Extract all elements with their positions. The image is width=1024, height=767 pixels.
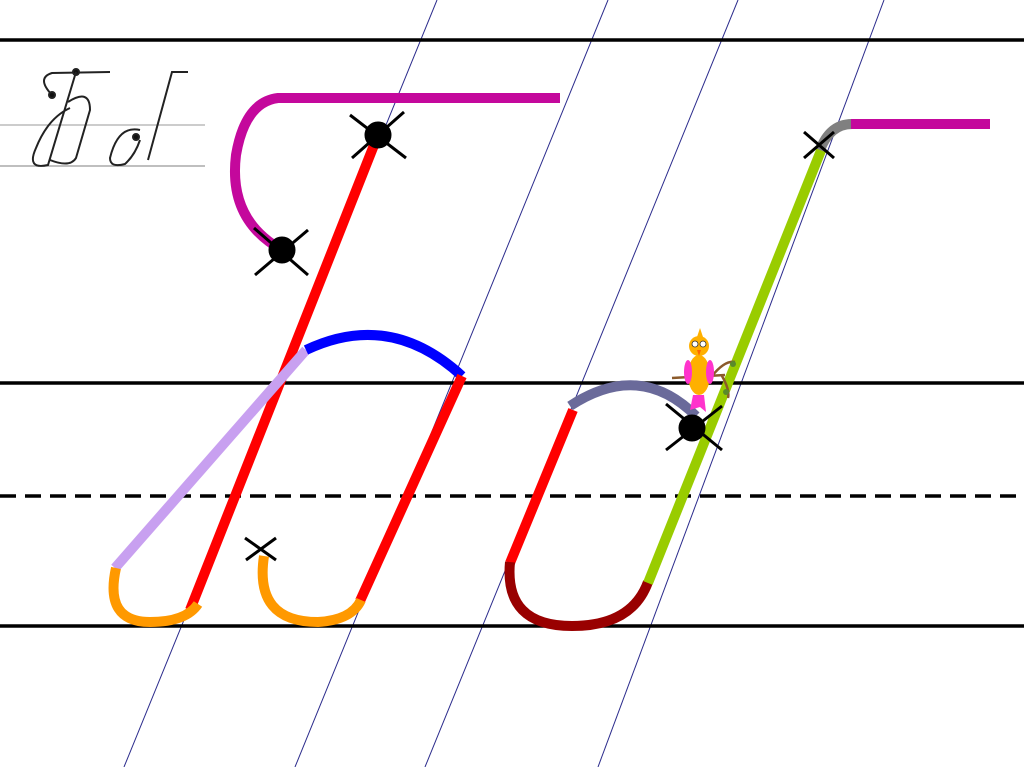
small-b-bowl-bottom-stroke bbox=[504, 561, 653, 632]
cross-marker bbox=[244, 536, 277, 562]
loop-diagonal-stroke bbox=[111, 346, 310, 572]
bowl-right-stroke bbox=[355, 373, 467, 604]
bowl-top-stroke bbox=[303, 329, 466, 380]
small-b-bowl-top-stroke bbox=[567, 380, 700, 420]
bottom-bowl-hook-stroke bbox=[257, 555, 366, 628]
small-b-bowl-left-stroke bbox=[505, 408, 578, 565]
sample-letters-image bbox=[0, 68, 205, 167]
start-marker bbox=[253, 226, 309, 277]
start-marker bbox=[665, 402, 723, 452]
cross-marker bbox=[803, 130, 835, 160]
small-b-top-joint-stroke bbox=[815, 119, 853, 152]
ruling-lines bbox=[0, 38, 1024, 628]
start-marker bbox=[349, 110, 407, 160]
top-hook-stroke bbox=[230, 93, 560, 255]
bottom-left-hook-stroke bbox=[108, 566, 203, 628]
bird-on-branch-icon bbox=[671, 328, 736, 412]
